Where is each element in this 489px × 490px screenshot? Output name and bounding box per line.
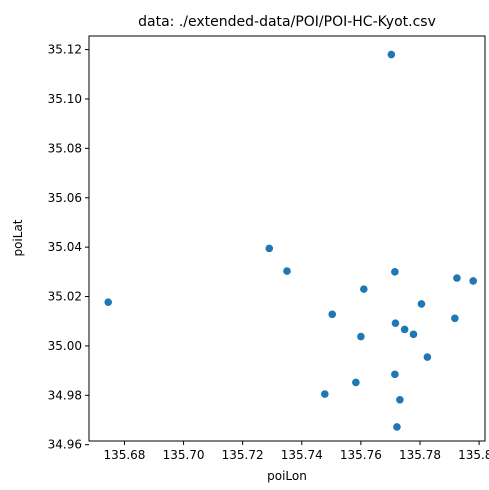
data-point [423, 353, 432, 361]
x-tick-label: 135.80 [458, 448, 489, 462]
data-point [393, 423, 401, 431]
x-tick-label: 135.72 [222, 448, 264, 462]
data-point [352, 378, 360, 387]
x-axis: 135.68 135.70 135.72 135.74 135.76 135.78 135.… [103, 441, 489, 462]
y-tick-label: 34.98 [48, 388, 82, 402]
x-tick-label: 135.70 [163, 448, 205, 462]
data-point [409, 330, 418, 339]
data-point [283, 267, 291, 275]
chart-title: data: ./extended-data/POI/POI-HC-Kyot.cs… [138, 14, 436, 30]
y-tick-label: 35.04 [48, 240, 82, 254]
data-points [104, 50, 477, 431]
y-tick-label: 35.02 [48, 290, 82, 304]
data-point [417, 300, 426, 308]
data-point [328, 310, 337, 319]
x-tick-label: 135.74 [281, 448, 323, 462]
x-axis-label: poiLon [267, 469, 307, 483]
x-tick-label: 135.78 [399, 448, 441, 462]
y-axis-label: poiLat [11, 219, 25, 256]
data-point [396, 395, 404, 404]
data-point [104, 298, 113, 307]
y-tick-label: 35.12 [48, 43, 82, 57]
data-point [387, 50, 396, 59]
data-point [391, 319, 400, 328]
y-tick-label: 34.96 [48, 438, 82, 452]
data-point [469, 277, 477, 285]
plot-frame [88, 35, 486, 442]
y-tick-label: 35.08 [48, 141, 82, 155]
x-tick-label: 135.68 [103, 448, 145, 462]
data-point [451, 314, 459, 323]
y-tick-label: 35.10 [48, 92, 82, 106]
data-point [453, 274, 461, 282]
y-tick-label: 35.00 [48, 339, 82, 353]
data-point [321, 390, 329, 398]
y-tick-label: 35.06 [48, 191, 82, 205]
data-point [357, 332, 365, 341]
x-tick-label: 135.76 [340, 448, 382, 462]
data-point [360, 285, 368, 293]
data-point [400, 325, 409, 334]
data-point [265, 244, 274, 253]
y-axis: 34.96 34.98 35.00 35.02 35.04 35.06 35.08 35.10… [48, 43, 89, 452]
data-point [391, 370, 399, 379]
data-point [391, 268, 399, 276]
